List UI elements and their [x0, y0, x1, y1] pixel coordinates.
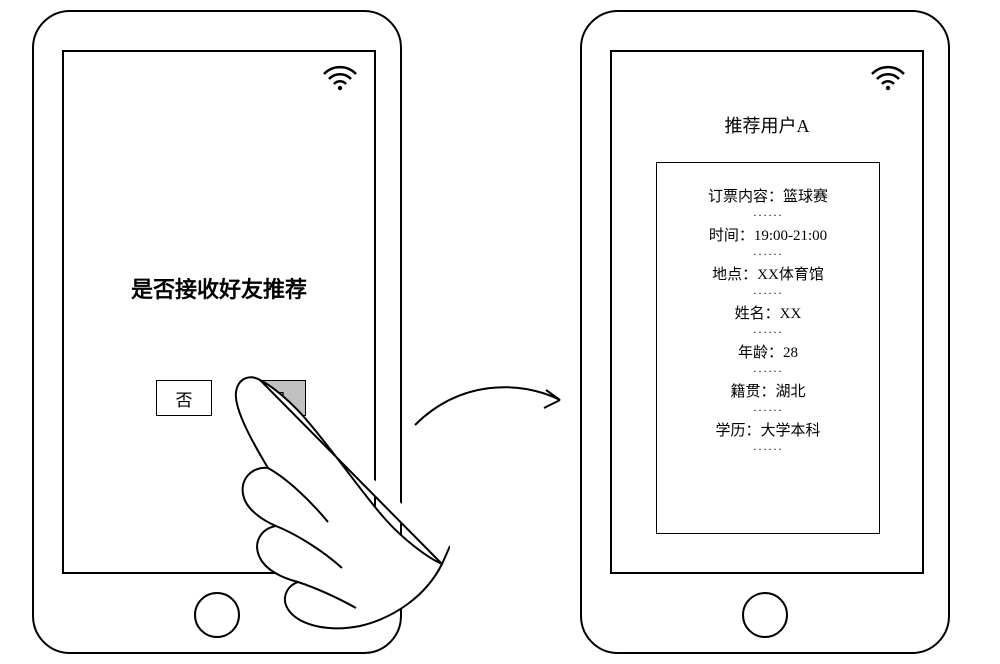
hand-pointer-icon	[190, 350, 450, 640]
wifi-icon	[870, 64, 906, 97]
info-card: 订票内容：篮球赛 ······ 时间：19:00-21:00 ······ 地点：XX体…	[656, 162, 880, 534]
info-row: 订票内容：篮球赛	[708, 185, 828, 206]
ellipsis-icon: ······	[753, 327, 783, 337]
prompt-text: 是否接收好友推荐	[64, 272, 374, 304]
ellipsis-icon: ······	[753, 210, 783, 220]
ellipsis-icon: ······	[753, 405, 783, 415]
home-button-right[interactable]	[742, 592, 788, 638]
info-list: 订票内容：篮球赛 ······ 时间：19:00-21:00 ······ 地点：XX体…	[657, 185, 879, 454]
info-row: 籍贯：湖北	[730, 380, 805, 401]
wifi-icon	[322, 64, 358, 97]
ellipsis-icon: ······	[753, 444, 783, 454]
ellipsis-icon: ······	[753, 288, 783, 298]
ellipsis-icon: ······	[753, 249, 783, 259]
screen-right: 推荐用户A 订票内容：篮球赛 ······ 时间：19:00-21:00 ······…	[610, 50, 924, 574]
info-row: 学历：大学本科	[715, 419, 820, 440]
info-row: 地点：XX体育馆	[712, 263, 824, 284]
phone-right: 推荐用户A 订票内容：篮球赛 ······ 时间：19:00-21:00 ······…	[580, 10, 950, 654]
info-row: 姓名：XX	[735, 302, 802, 323]
info-row: 时间：19:00-21:00	[709, 224, 827, 245]
info-row: 年龄：28	[738, 341, 798, 362]
ellipsis-icon: ······	[753, 366, 783, 376]
recommend-title: 推荐用户A	[612, 112, 922, 138]
